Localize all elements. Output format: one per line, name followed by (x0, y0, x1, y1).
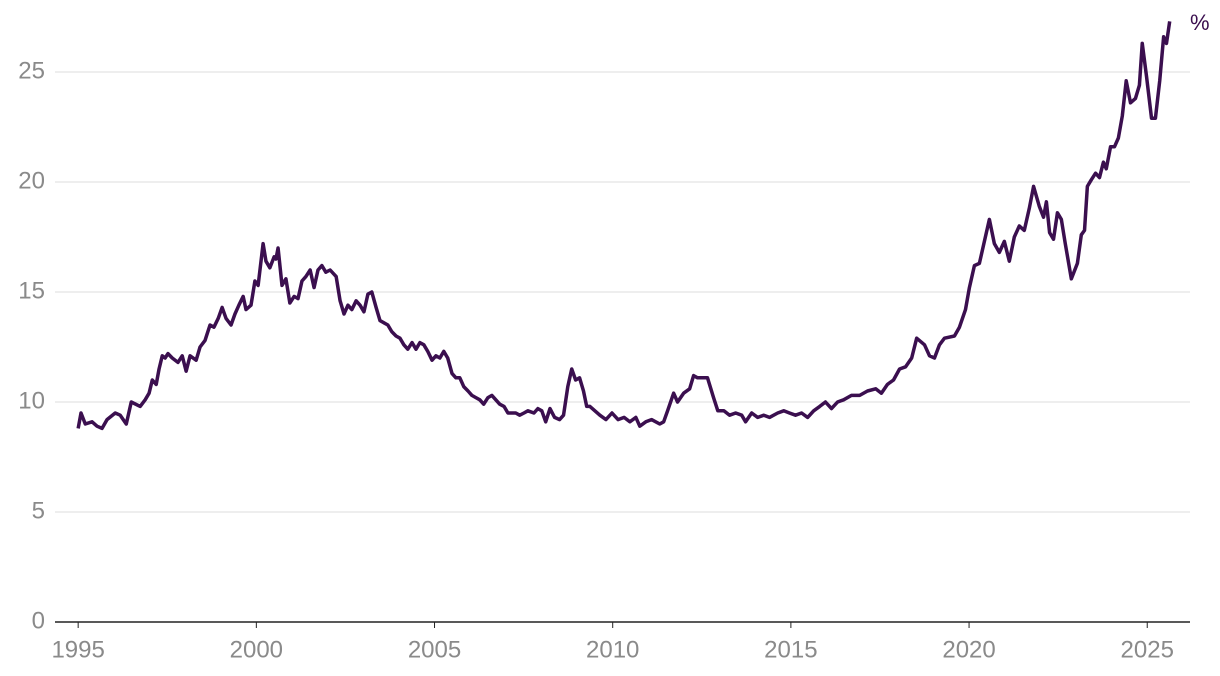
x-tick-label: 2010 (586, 636, 639, 663)
x-tick-label: 2015 (764, 636, 817, 663)
y-tick-label: 15 (18, 277, 45, 304)
data-line (76, 21, 1172, 431)
x-tick-label: 2025 (1121, 636, 1174, 663)
y-tick-label: 5 (32, 497, 45, 524)
y-tick-label: 10 (18, 387, 45, 414)
y-unit-label: % (1190, 10, 1210, 35)
x-tick-label: 1995 (51, 636, 104, 663)
y-tick-label: 25 (18, 57, 45, 84)
x-tick-label: 2005 (408, 636, 461, 663)
y-tick-label: 20 (18, 167, 45, 194)
y-tick-label: 0 (32, 607, 45, 634)
x-tick-label: 2000 (230, 636, 283, 663)
x-tick-label: 2020 (942, 636, 995, 663)
